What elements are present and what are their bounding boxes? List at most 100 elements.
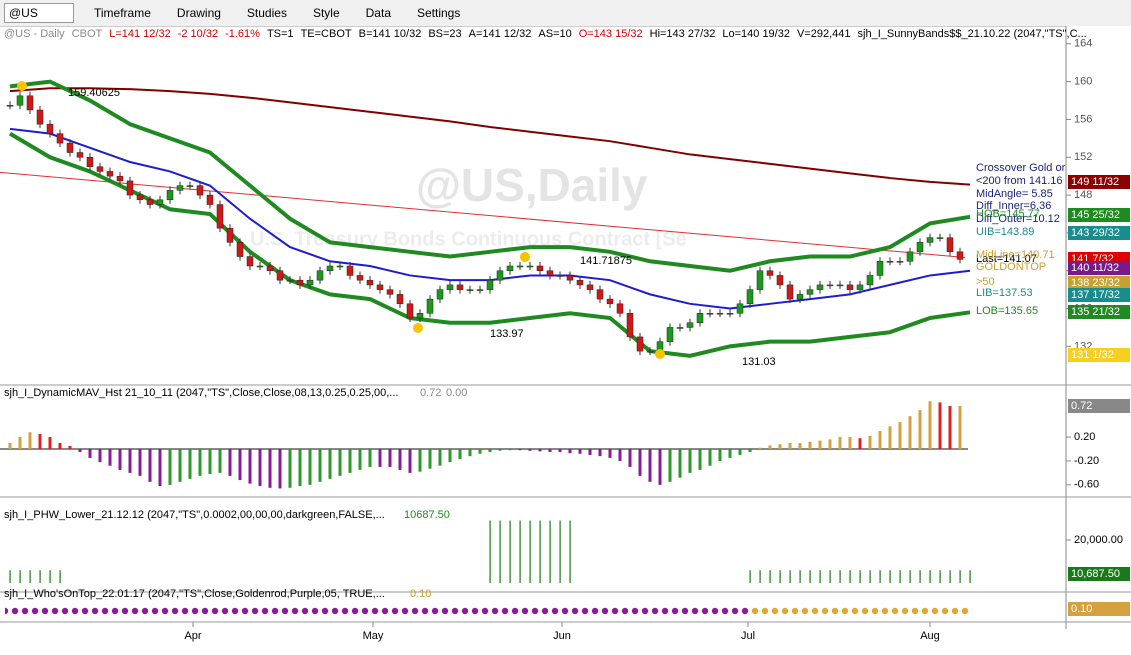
right-label: Diff_Inner=6.36 bbox=[976, 200, 1051, 212]
histogram-bar bbox=[78, 448, 82, 452]
price-tag-label: 131 1/32 bbox=[1071, 349, 1114, 361]
right-label: UIB=143.89 bbox=[976, 226, 1034, 238]
histogram-bar bbox=[328, 448, 332, 479]
histogram-bar bbox=[948, 405, 952, 449]
histogram-bar bbox=[758, 447, 762, 449]
histogram-bar bbox=[708, 448, 712, 466]
candle bbox=[686, 322, 694, 328]
candle bbox=[876, 261, 884, 276]
histogram-bar bbox=[738, 448, 742, 455]
menu-button[interactable]: Drawing bbox=[176, 6, 221, 20]
phw-bar bbox=[949, 570, 951, 584]
candle bbox=[276, 270, 284, 281]
candle bbox=[836, 284, 844, 287]
candle bbox=[476, 289, 484, 291]
histogram-bar bbox=[318, 448, 322, 482]
candle bbox=[606, 298, 614, 305]
phw-bar bbox=[909, 570, 911, 584]
histogram-bar bbox=[218, 448, 222, 473]
header-item: @US - Daily bbox=[4, 28, 65, 40]
histogram-bar bbox=[828, 439, 832, 449]
value-tag bbox=[1068, 567, 1130, 581]
menu-button[interactable]: Settings bbox=[417, 6, 461, 20]
histogram-bar bbox=[608, 448, 612, 458]
symbol-box[interactable]: @US bbox=[4, 3, 74, 23]
y-tick-label: 152 bbox=[1074, 151, 1092, 163]
candle bbox=[256, 265, 264, 268]
histogram-bar bbox=[598, 448, 602, 457]
month-label: Aug bbox=[920, 630, 940, 642]
candle bbox=[896, 261, 904, 263]
candle bbox=[56, 133, 64, 144]
histogram-bar bbox=[688, 448, 692, 473]
menu-button[interactable]: Timeframe bbox=[94, 6, 151, 20]
histogram-bar bbox=[838, 437, 842, 449]
price-tag bbox=[1068, 208, 1130, 222]
candle bbox=[826, 284, 834, 287]
phw-bar bbox=[869, 570, 871, 584]
histogram-bar bbox=[38, 434, 42, 449]
histogram-bar bbox=[868, 435, 872, 449]
price-tag-label: 138 23/32 bbox=[1071, 277, 1120, 289]
phw-bar bbox=[899, 570, 901, 584]
phw-bar bbox=[499, 520, 501, 584]
phw-bar bbox=[929, 570, 931, 584]
candle bbox=[96, 166, 104, 172]
phw-bar bbox=[529, 520, 531, 584]
candle bbox=[926, 237, 934, 243]
menu-button[interactable]: Data bbox=[365, 6, 391, 20]
phw-bar bbox=[919, 570, 921, 584]
phw-bar bbox=[959, 570, 961, 584]
phw-bar bbox=[879, 570, 881, 584]
histogram-bar bbox=[478, 448, 482, 454]
candle bbox=[516, 265, 524, 268]
candle bbox=[956, 251, 964, 260]
histogram-bar bbox=[718, 448, 722, 461]
indicator-readout: 0.10 bbox=[410, 588, 431, 600]
phw-bar bbox=[819, 570, 821, 584]
candle bbox=[286, 279, 294, 282]
histogram-bar bbox=[918, 410, 922, 449]
candle bbox=[776, 275, 784, 286]
annotation: 133.97 bbox=[490, 328, 524, 340]
phw-bar bbox=[749, 570, 751, 584]
histogram-bar bbox=[28, 432, 32, 449]
right-label: <200 from 141.16 bbox=[976, 175, 1063, 187]
phw-bar bbox=[809, 570, 811, 584]
phw-bar bbox=[59, 570, 61, 584]
candle bbox=[196, 185, 204, 196]
histogram-bar bbox=[408, 448, 412, 473]
price-tag bbox=[1068, 276, 1130, 290]
histogram-bar bbox=[118, 448, 122, 470]
candle bbox=[206, 194, 214, 205]
phw-bar bbox=[859, 570, 861, 584]
candle bbox=[906, 251, 914, 262]
watermark: @US,Daily bbox=[416, 159, 648, 211]
candle bbox=[696, 313, 704, 323]
candle bbox=[626, 313, 634, 338]
candle bbox=[546, 270, 554, 276]
header-item: AS=10 bbox=[538, 28, 571, 40]
histogram-bar bbox=[498, 448, 502, 451]
histogram-bar bbox=[748, 448, 752, 452]
candle bbox=[136, 194, 144, 201]
price-tag-label: 137 17/32 bbox=[1071, 289, 1120, 301]
candle bbox=[466, 289, 474, 291]
menu-button[interactable]: Style bbox=[312, 6, 340, 20]
histogram-bar bbox=[278, 448, 282, 489]
candle bbox=[36, 109, 44, 125]
histogram-bar bbox=[488, 448, 492, 452]
candle bbox=[106, 171, 114, 177]
header-item: O=143 15/32 bbox=[579, 28, 643, 40]
header-item: Hi=143 27/32 bbox=[650, 28, 716, 40]
price-tag-label: 149 11/32 bbox=[1071, 176, 1119, 188]
menu-button[interactable]: Studies bbox=[246, 6, 287, 20]
histogram-bar bbox=[68, 446, 72, 449]
histogram-bar bbox=[568, 448, 572, 454]
histogram-bar bbox=[248, 448, 252, 484]
candle bbox=[346, 265, 354, 276]
indicator-title: sjh_I_DynamicMAV_Hst 21_10_11 (2047,"TS"… bbox=[4, 387, 398, 399]
histogram-bar bbox=[108, 448, 112, 466]
phw-bar bbox=[849, 570, 851, 584]
